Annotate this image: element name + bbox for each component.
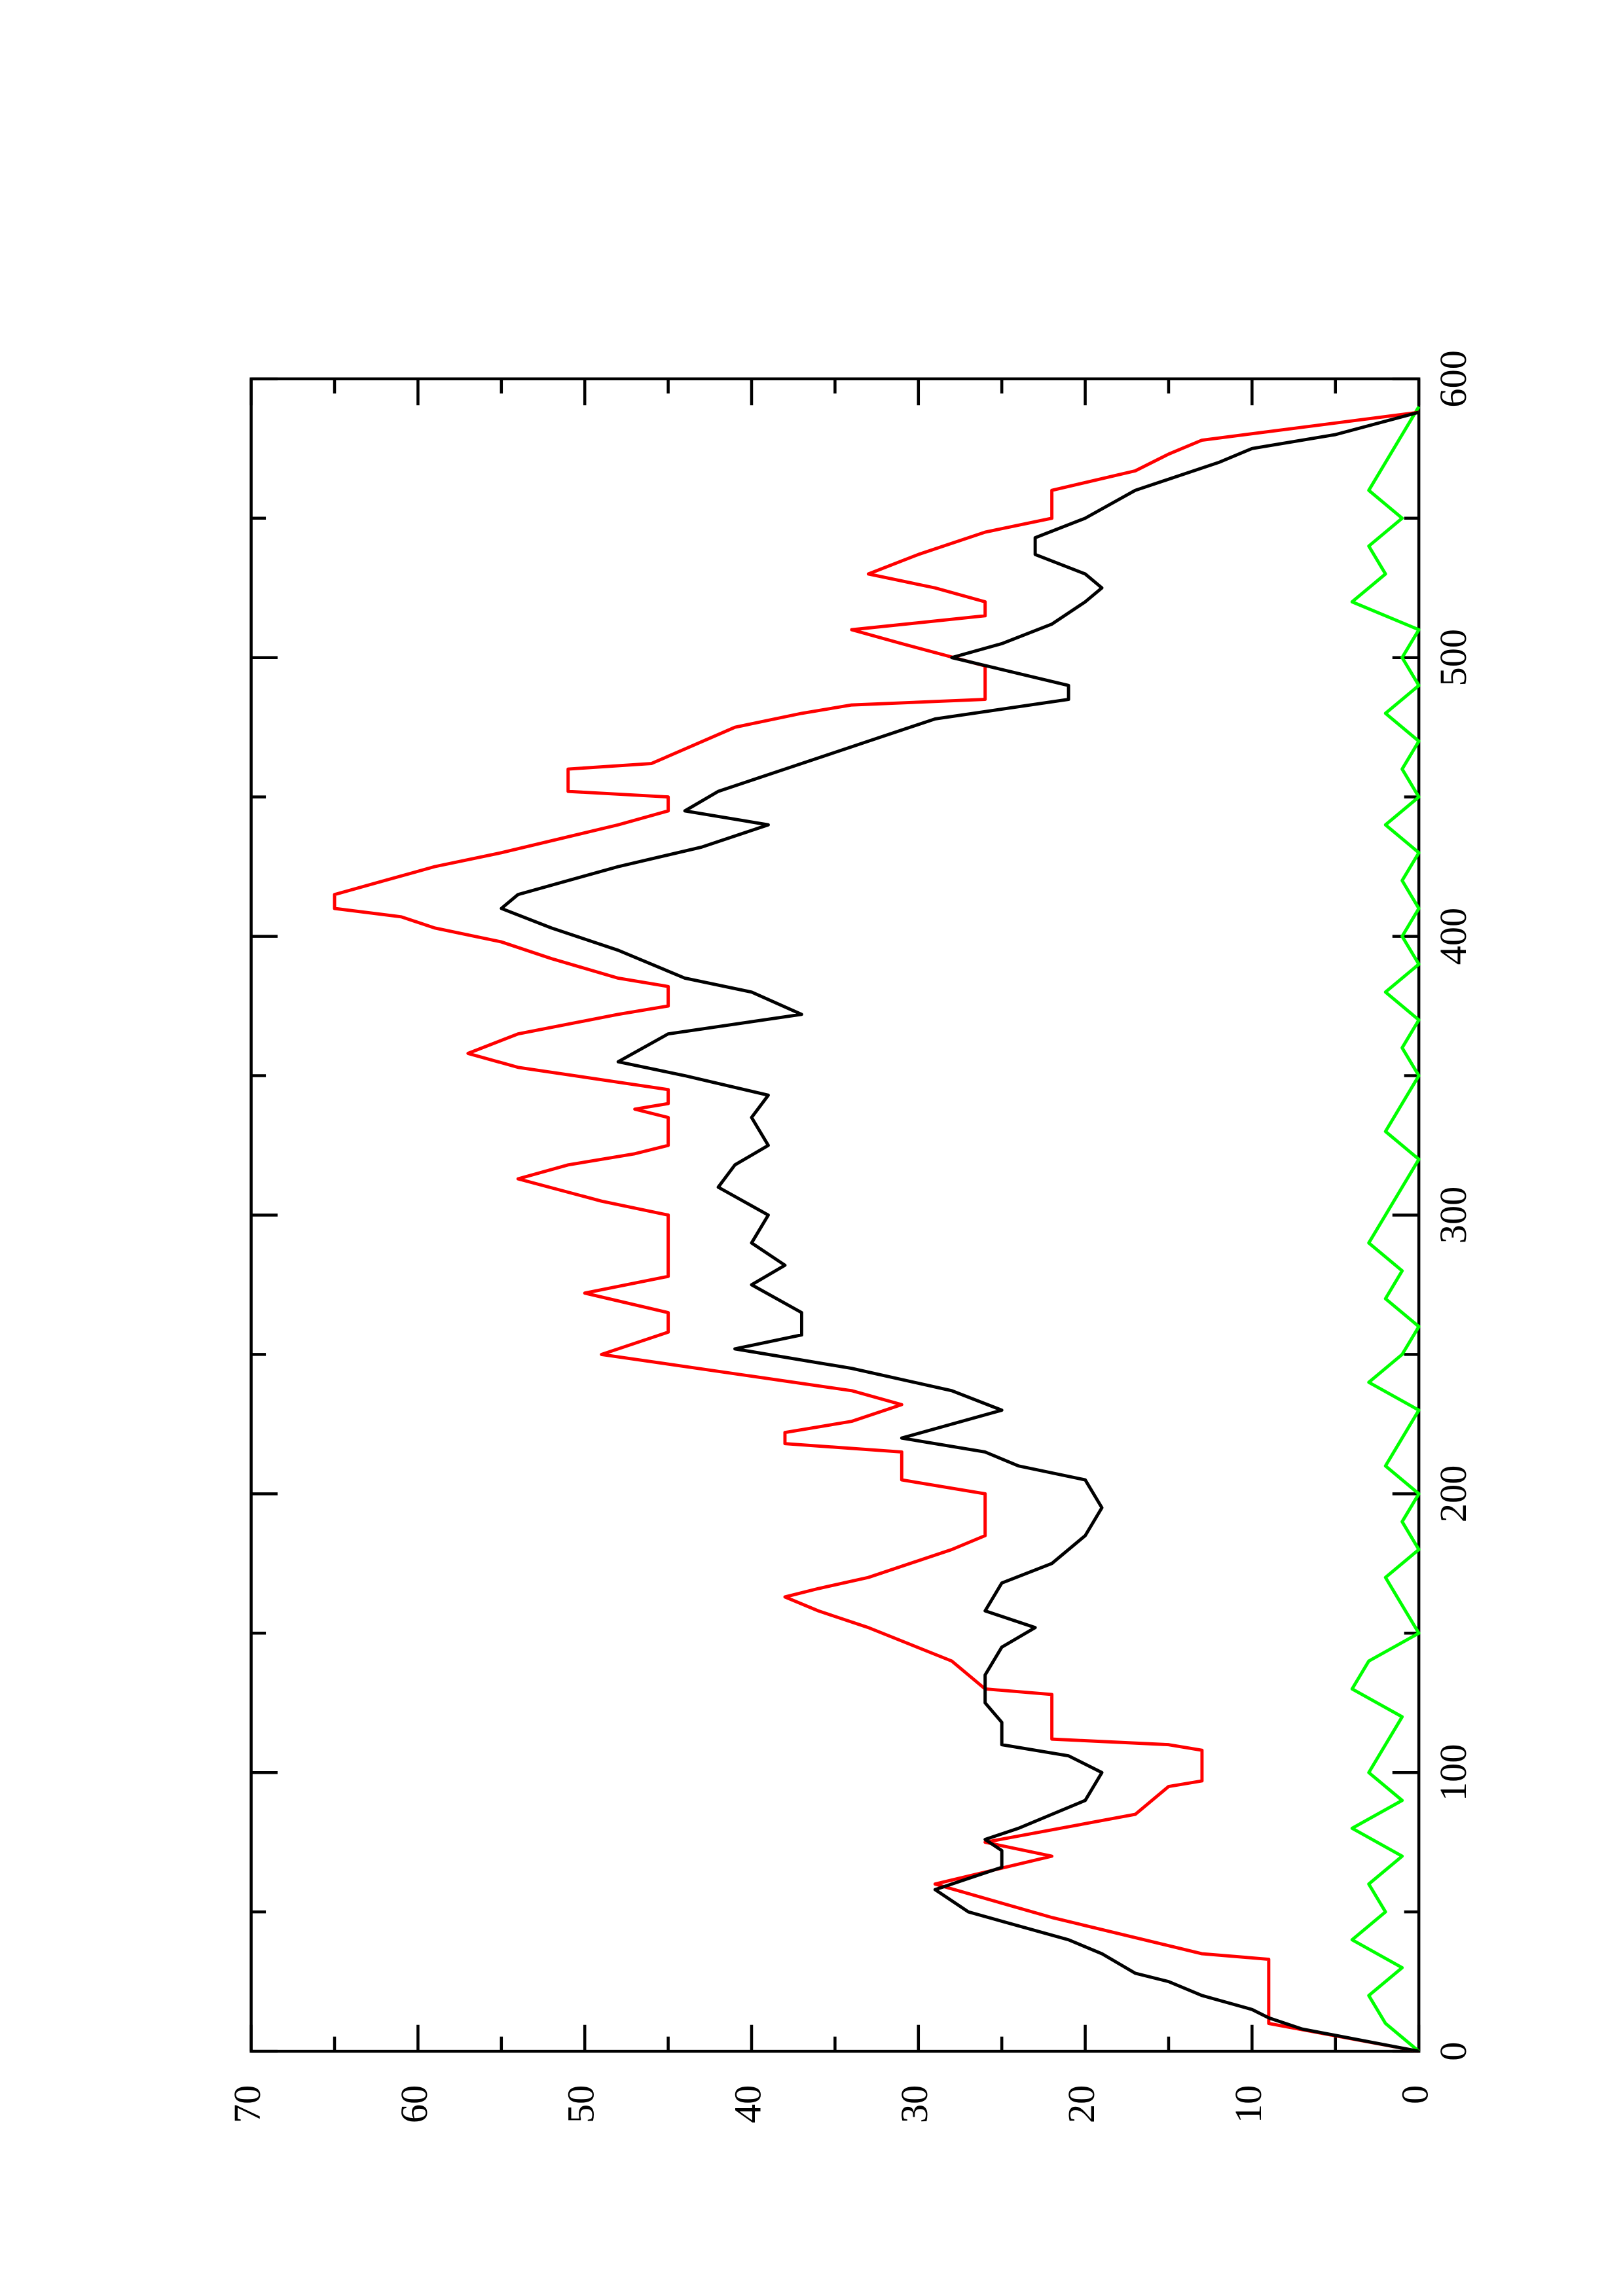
x-tick-label: 0 <box>1432 2042 1474 2061</box>
x-tick-label: 600 <box>1432 350 1474 407</box>
y-tick-label: 30 <box>893 2085 936 2123</box>
x-tick-label: 500 <box>1432 629 1474 686</box>
y-tick-label: 60 <box>393 2085 435 2123</box>
y-tick-label: 20 <box>1060 2085 1103 2123</box>
plot-frame <box>249 377 1421 2053</box>
x-tick-label: 300 <box>1432 1187 1474 1244</box>
x-tick-label: 200 <box>1432 1465 1474 1522</box>
series-line <box>1350 406 1421 2053</box>
series-line <box>333 410 1419 2053</box>
y-tick-label: 10 <box>1227 2085 1269 2123</box>
y-tick-label: 40 <box>726 2085 769 2123</box>
series-line <box>500 410 1419 2053</box>
x-tick-label: 400 <box>1432 908 1474 965</box>
y-tick-label: 0 <box>1394 2085 1436 2104</box>
y-tick-label: 70 <box>226 2085 268 2123</box>
y-tick-label: 50 <box>560 2085 602 2123</box>
x-tick-label: 100 <box>1432 1744 1474 1801</box>
